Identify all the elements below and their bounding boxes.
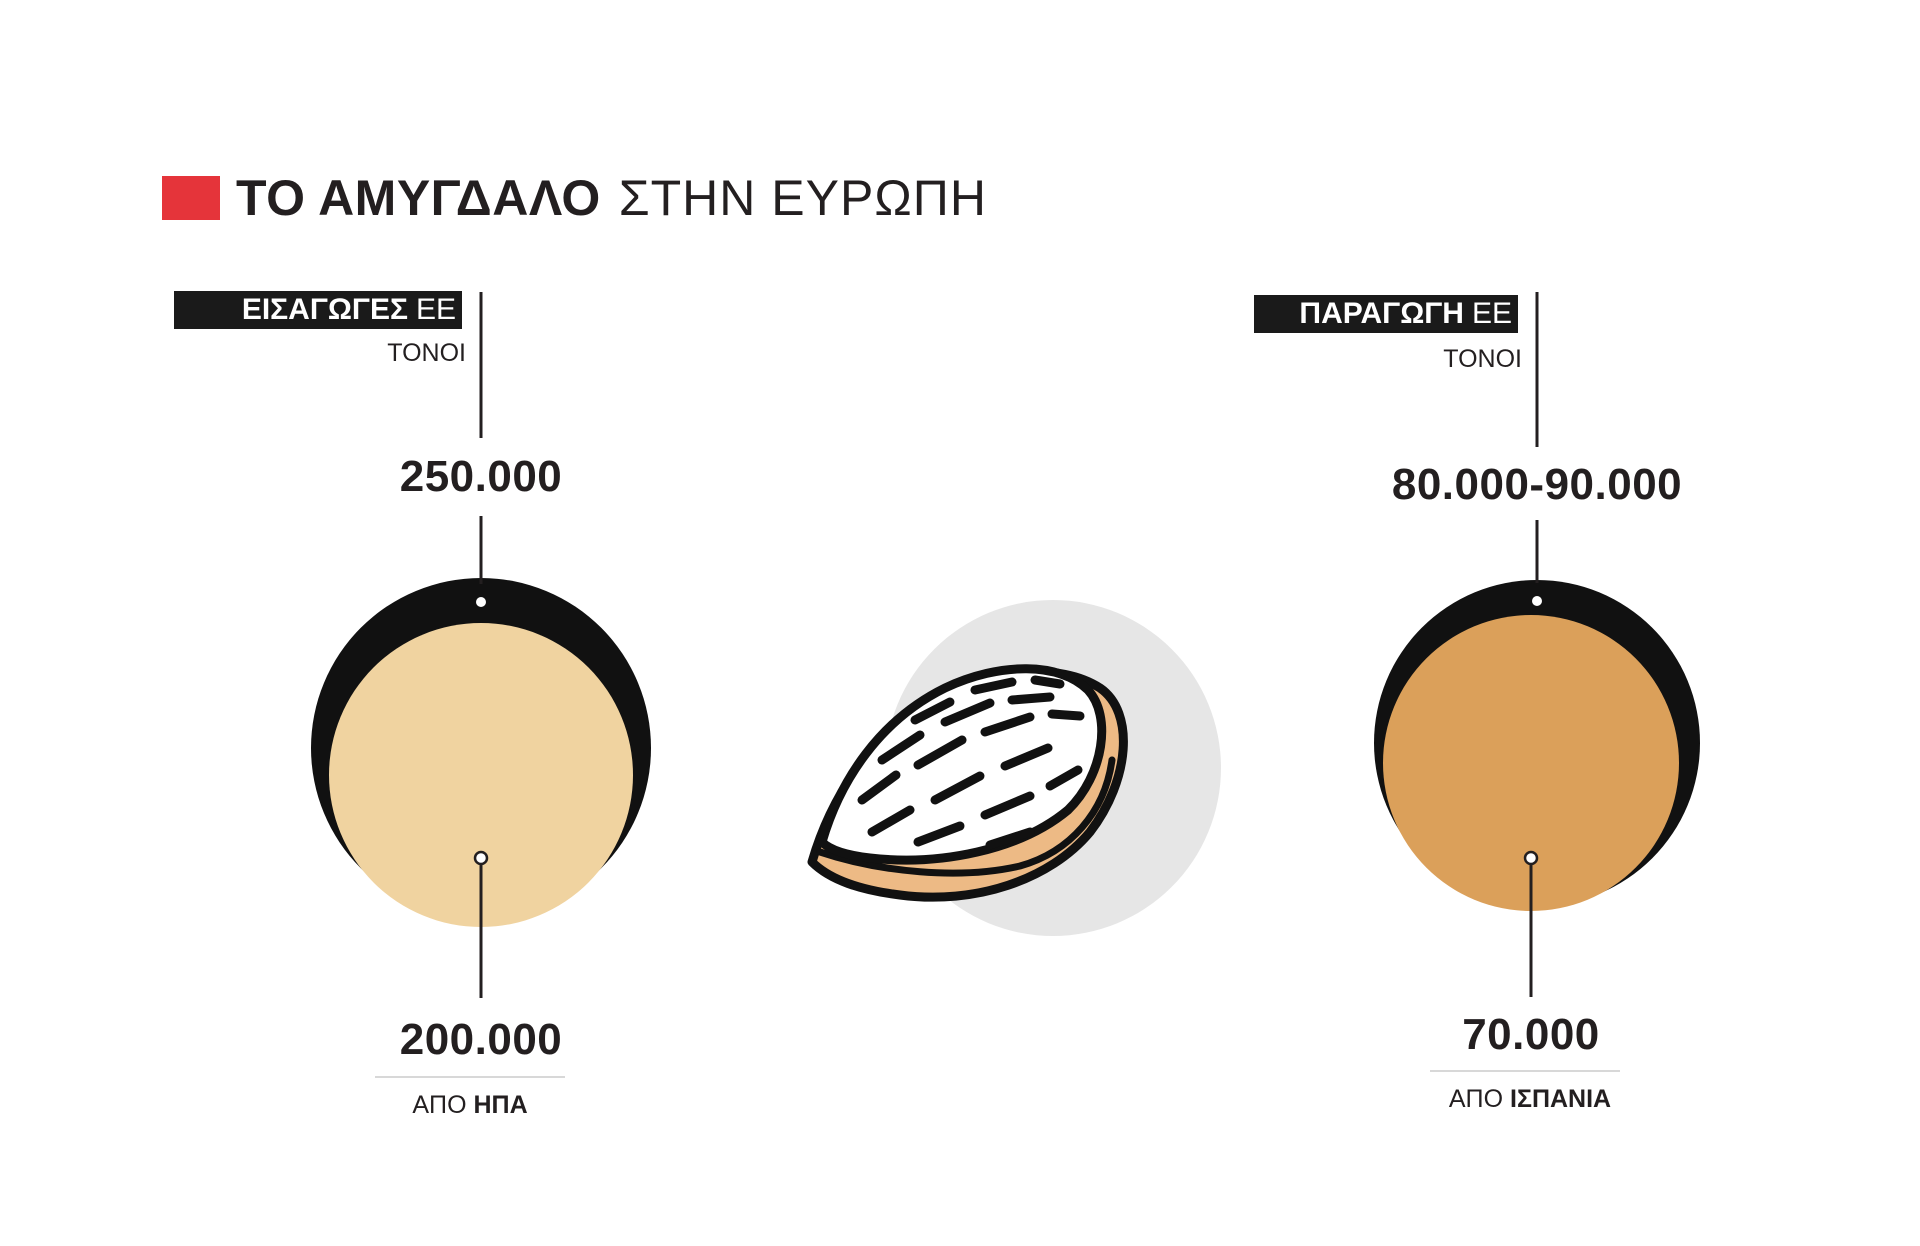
imports-source: ΑΠΟ ΗΠΑ	[370, 1091, 570, 1120]
title-light: ΣΤΗΝ ΕΥΡΩΠΗ	[618, 170, 987, 226]
production-unit: ΤΟΝΟΙ	[1443, 345, 1522, 373]
production-label-light: ΕΕ	[1471, 297, 1512, 330]
imports-total-dot	[476, 597, 486, 607]
production-circle	[1374, 580, 1700, 911]
production-total-value: 80.000-90.000	[1391, 460, 1683, 509]
production-spain-value: 70.000	[1462, 1010, 1600, 1059]
imports-total-value: 250.000	[399, 452, 563, 501]
production-label-bold: ΠΑΡΑΓΩΓΗ	[1299, 297, 1464, 330]
production-label: ΠΑΡΑΓΩΓΗ ΕΕ	[1254, 295, 1518, 333]
imports-source-country: ΗΠΑ	[473, 1091, 528, 1119]
production-source-prefix: ΑΠΟ	[1448, 1085, 1504, 1113]
imports-unit: ΤΟΝΟΙ	[387, 339, 466, 367]
title-bold: ΤΟ ΑΜΥΓΔΑΛΟ	[236, 170, 601, 226]
imports-divider	[375, 1076, 565, 1078]
imports-usa-value: 200.000	[399, 1015, 563, 1064]
production-spain-dot	[1523, 850, 1539, 866]
imports-label-light: ΕΕ	[415, 293, 456, 326]
title-marker	[162, 176, 220, 220]
almond-shell-layer	[816, 756, 1116, 877]
production-total-dot	[1532, 596, 1542, 606]
production-source: ΑΠΟ ΙΣΠΑΝΙΑ	[1415, 1085, 1645, 1114]
imports-source-prefix: ΑΠΟ	[412, 1091, 467, 1119]
production-source-country: ΙΣΠΑΝΙΑ	[1510, 1085, 1612, 1113]
imports-label-bold: ΕΙΣΑΓΩΓΕΣ	[241, 293, 408, 326]
connector-lines	[479, 292, 1539, 998]
imports-circle	[311, 578, 651, 927]
production-divider	[1430, 1070, 1620, 1072]
imports-usa-circle	[329, 623, 633, 927]
production-spain-circle	[1383, 615, 1679, 911]
imports-label: ΕΙΣΑΓΩΓΕΣ ΕΕ	[174, 291, 462, 329]
almond-icon	[807, 600, 1221, 936]
imports-usa-dot	[473, 850, 489, 866]
almond-texture	[857, 675, 1085, 850]
page-title: ΤΟ ΑΜΥΓΔΑΛΟ ΣΤΗΝ ΕΥΡΩΠΗ	[162, 168, 987, 228]
